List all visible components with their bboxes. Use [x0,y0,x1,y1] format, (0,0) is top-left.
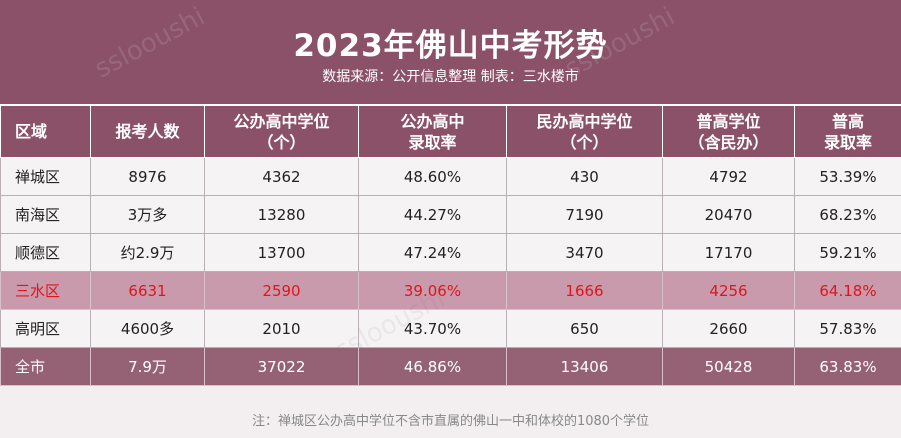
table-cell: 13406 [506,347,663,386]
table-cell: 8976 [90,157,205,196]
table-row-highlighted: 三水区 6631 2590 39.06% 1666 4256 64.18% [0,271,901,310]
table-cell: 47.24% [358,233,507,272]
table-cell: 三水区 [0,271,91,310]
column-header: 民办高中学位 （个） [506,105,663,158]
table-cell: 1666 [506,271,663,310]
table-cell: 650 [506,309,663,348]
table-row: 禅城区 8976 4362 48.60% 430 4792 53.39% [0,157,901,196]
table-cell: 顺德区 [0,233,91,272]
table-cell: 64.18% [794,271,901,310]
column-header: 区域 [0,105,91,158]
table-cell: 2660 [662,309,795,348]
column-header: 普高 录取率 [794,105,901,158]
table-cell: 57.83% [794,309,901,348]
table-cell: 37022 [204,347,359,386]
table-cell: 13280 [204,195,359,234]
table-row: 顺德区 约2.9万 13700 47.24% 3470 17170 59.21% [0,233,901,272]
table-cell: 7190 [506,195,663,234]
title-banner: 2023年佛山中考形势 数据来源：公开信息整理 制表：三水楼市 [0,0,901,106]
column-header: 普高学位 （含民办） [662,105,795,158]
table-cell: 7.9万 [90,347,205,386]
table-cell: 44.27% [358,195,507,234]
table-cell: 59.21% [794,233,901,272]
admission-table: 区域 报考人数 公办高中学位 （个） 公办高中 录取率 民办高中学位 （个） 普高学位… [0,105,901,386]
table-cell: 39.06% [358,271,507,310]
table-cell: 63.83% [794,347,901,386]
table-cell: 43.70% [358,309,507,348]
table-cell: 高明区 [0,309,91,348]
table-cell: 4792 [662,157,795,196]
table-cell: 3470 [506,233,663,272]
table-cell: 46.86% [358,347,507,386]
table-cell: 48.60% [358,157,507,196]
column-header: 公办高中学位 （个） [204,105,359,158]
table-cell: 4362 [204,157,359,196]
table-cell: 全市 [0,347,91,386]
footnote: 注：禅城区公办高中学位不含市直属的佛山一中和体校的1080个学位 [251,414,650,429]
table-row-total: 全市 7.9万 37022 46.86% 13406 50428 63.83% [0,347,901,386]
page-subtitle: 数据来源：公开信息整理 制表：三水楼市 [322,69,579,85]
table-row: 高明区 4600多 2010 43.70% 650 2660 57.83% [0,309,901,348]
table-cell: 2010 [204,309,359,348]
table-cell: 3万多 [90,195,205,234]
table-cell: 4256 [662,271,795,310]
table-cell: 禅城区 [0,157,91,196]
table-cell: 53.39% [794,157,901,196]
table-cell: 17170 [662,233,795,272]
table-cell: 13700 [204,233,359,272]
table-cell: 4600多 [90,309,205,348]
table-cell: 2590 [204,271,359,310]
table-cell: 约2.9万 [90,233,205,272]
table-cell: 6631 [90,271,205,310]
table-header-row: 区域 报考人数 公办高中学位 （个） 公办高中 录取率 民办高中学位 （个） 普高学位… [0,105,901,158]
table-cell: 南海区 [0,195,91,234]
column-header: 公办高中 录取率 [358,105,507,158]
column-header: 报考人数 [90,105,205,158]
table-cell: 430 [506,157,663,196]
table-cell: 20470 [662,195,795,234]
table-row: 南海区 3万多 13280 44.27% 7190 20470 68.23% [0,195,901,234]
page-title: 2023年佛山中考形势 [293,28,608,64]
table-cell: 50428 [662,347,795,386]
table-cell: 68.23% [794,195,901,234]
